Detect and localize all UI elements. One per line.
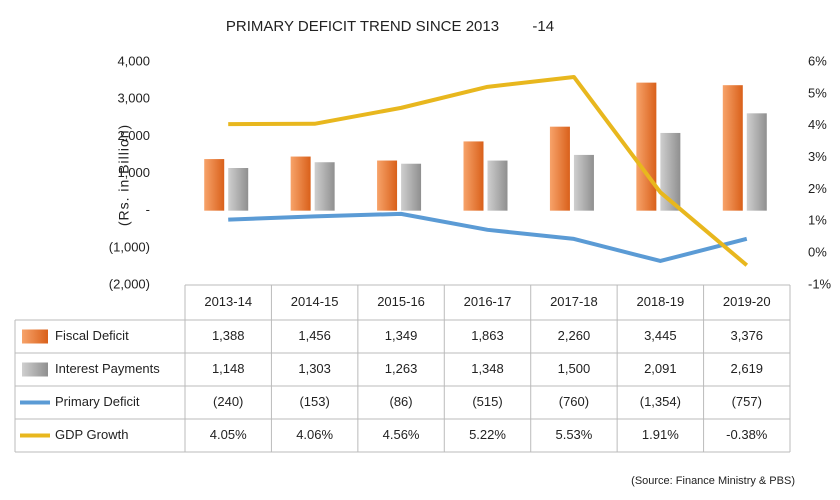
table-cell: 4.56% [383,427,420,442]
source: (Source: Finance Ministry & PBS) [631,475,795,487]
chart-title: PRIMARY DEFICIT TREND SINCE 2013 -14 [226,18,554,35]
bar [204,159,225,211]
table-cell: 3,376 [731,328,764,343]
y2-tick-label: 1% [808,213,827,228]
x-tick-label: 2015-16 [377,294,425,309]
bar [722,85,743,211]
table-cell: (153) [299,394,329,409]
y2-tick-label: 2% [808,181,827,196]
bar [228,167,249,211]
bar [660,132,681,211]
table-cell: (760) [559,394,589,409]
line [228,74,749,267]
y-axis-label: (Rs. in Billion) [116,124,132,226]
table-cell: 4.06% [296,427,333,442]
y2-tick-label: 5% [808,85,827,100]
table-cell: 2,619 [731,361,764,376]
table-cell: (515) [472,394,502,409]
table-cell: 5.22% [469,427,506,442]
x-tick-label: 2013-14 [204,294,252,309]
table-cell: 2,091 [644,361,677,376]
table-cell: (240) [213,394,243,409]
y-tick-label: (1,000) [109,239,150,254]
y2-tick-label: -1% [808,276,832,291]
bar [290,156,311,211]
table-cell: (757) [732,394,762,409]
table-cell: 1,303 [298,361,331,376]
legend-swatch [22,362,48,377]
table-cell: -0.38% [726,427,768,442]
y-tick-label: 3,000 [117,91,150,106]
y-tick-label: - [146,202,150,217]
bar [746,113,767,211]
y2-tick-label: 4% [808,117,827,132]
bar [314,162,335,211]
y2-tick-label: 3% [808,149,827,164]
bar [377,160,398,211]
y-tick-label: 4,000 [117,53,150,68]
bar [549,126,570,211]
legend-label: Primary Deficit [55,394,140,409]
bar [636,82,657,211]
y-tick-label: (2,000) [109,276,150,291]
table-cell: 1,263 [385,361,418,376]
x-tick-label: 2019-20 [723,294,771,309]
table-cell: 1,500 [558,361,591,376]
legend-swatch [22,329,48,344]
table-cell: 1.91% [642,427,679,442]
table-cell: (86) [390,394,413,409]
x-tick-label: 2014-15 [291,294,339,309]
table-cell: (1,354) [640,394,681,409]
table-cell: 1,456 [298,328,331,343]
table-cell: 1,348 [471,361,504,376]
table-cell: 1,863 [471,328,504,343]
legend-label: Fiscal Deficit [55,328,129,343]
bar [573,154,594,211]
table-cell: 1,349 [385,328,418,343]
table-cell: 4.05% [210,427,247,442]
x-tick-label: 2018-19 [636,294,684,309]
bar [463,141,484,211]
table-cell: 2,260 [558,328,591,343]
bar [401,163,422,211]
table-cell: 5.53% [555,427,592,442]
y2-tick-label: 6% [808,53,827,68]
y-tick-label: 2,000 [117,128,150,143]
y-tick-label: 1,000 [117,165,150,180]
line [228,211,748,263]
table-cell: 3,445 [644,328,677,343]
legend-label: GDP Growth [55,427,128,442]
legend-label: Interest Payments [55,361,160,376]
x-tick-label: 2016-17 [464,294,512,309]
table-cell: 1,388 [212,328,245,343]
bar [487,160,508,211]
y2-tick-label: 0% [808,245,827,260]
table-cell: 1,148 [212,361,245,376]
x-tick-label: 2017-18 [550,294,598,309]
